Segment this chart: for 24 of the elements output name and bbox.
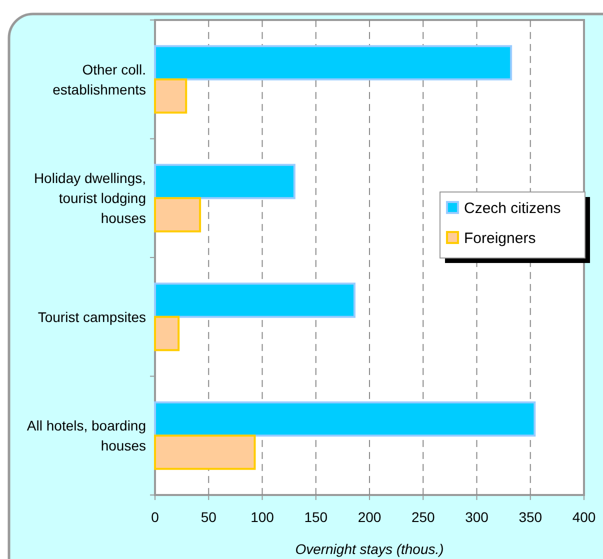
- bar: [154, 45, 512, 80]
- bar: [154, 164, 296, 200]
- x-axis-title: Overnight stays (thous.): [295, 541, 444, 557]
- x-tick-label: 100: [250, 509, 274, 525]
- x-tick-label: 150: [304, 509, 328, 525]
- x-tick-label: 0: [151, 509, 160, 525]
- x-tick-label: 50: [200, 509, 217, 525]
- x-tick-label: 200: [358, 509, 382, 525]
- bar: [154, 197, 202, 232]
- legend-label: Foreigners: [464, 230, 536, 247]
- bar: [154, 434, 256, 470]
- x-tick-label: 250: [411, 509, 436, 525]
- x-tick-label: 400: [572, 509, 596, 525]
- y-tick-label: Other coll. establishments: [52, 61, 146, 98]
- bar: [154, 282, 356, 318]
- x-tick-label: 300: [465, 509, 489, 525]
- y-tick-label: All hotels, boarding houses: [26, 418, 146, 454]
- bar: [154, 316, 180, 352]
- y-tick-label: Tourist campsites: [38, 308, 146, 325]
- legend-label: Czech citizens: [464, 200, 561, 217]
- bar: [154, 78, 188, 114]
- x-tick-label: 350: [518, 509, 542, 525]
- bar: [154, 401, 536, 437]
- y-tick-label: Holiday dwellings, tourist lodging houses: [34, 170, 146, 226]
